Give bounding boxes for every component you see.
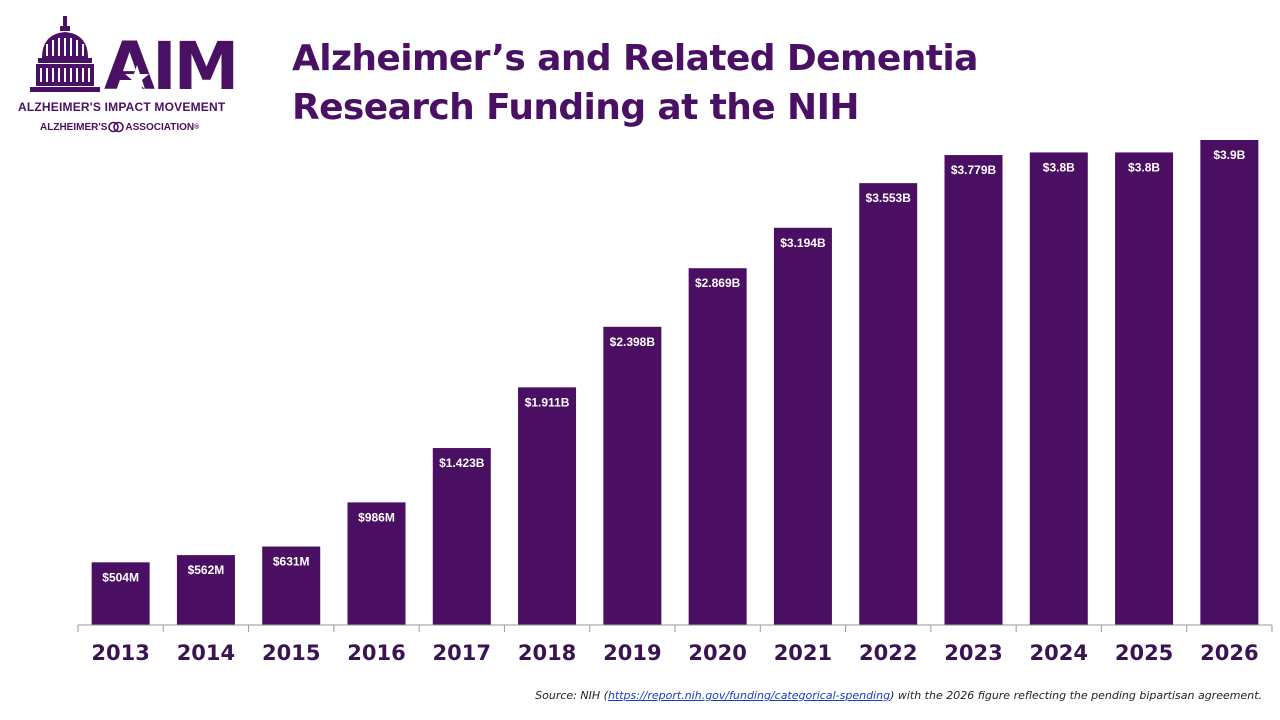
bar-2017 [432,448,491,625]
x-tick-label-2016: 2016 [347,641,405,665]
x-tick-label-2014: 2014 [177,641,235,665]
data-label-2013: $504M [102,570,139,584]
x-tick-label-2019: 2019 [603,641,661,665]
bar-2016 [347,502,406,625]
title-line-2: Research Funding at the NIH [292,87,860,128]
x-tick-label-2020: 2020 [688,641,746,665]
source-prefix: Source: NIH ( [535,689,608,702]
logo-tagline: ALZHEIMER'S IMPACT MOVEMENT [18,100,226,114]
data-label-2015: $631M [273,555,310,569]
source-link[interactable]: https://report.nih.gov/funding/categoric… [607,689,891,702]
capitol-dome-icon [30,16,100,92]
bar-2020 [688,268,747,625]
x-tick-label-2022: 2022 [859,641,917,665]
x-tick-label-2018: 2018 [518,641,576,665]
bar-2015 [262,546,321,625]
data-label-2022: $3.553B [866,191,912,205]
association-right-text: ASSOCIATION [125,121,195,133]
bar-2021 [773,227,832,626]
x-tick-label-2013: 2013 [91,641,149,665]
data-label-2026: $3.9B [1213,148,1245,162]
bar-2024 [1029,152,1088,625]
data-label-2017: $1.423B [439,456,485,470]
x-tick-label-2021: 2021 [774,641,832,665]
bar-2023 [944,155,1003,626]
bar-2018 [518,387,577,625]
data-label-2016: $986M [358,510,395,524]
x-tick-label-2015: 2015 [262,641,320,665]
association-left-text: ALZHEIMER'S [40,121,108,133]
data-label-2020: $2.869B [695,276,741,290]
logo-wordmark: AIM [104,28,239,105]
data-label-2019: $2.398B [610,335,656,349]
bar-2014 [176,555,235,625]
x-tick-label-2024: 2024 [1030,641,1088,665]
bar-2026 [1200,140,1259,625]
source-note: Source: NIH (https://report.nih.gov/fund… [535,689,1262,702]
x-tick-label-2023: 2023 [944,641,1002,665]
bar-2025 [1115,152,1174,625]
bar-2022 [859,183,918,625]
bar-2019 [603,326,662,625]
aim-logo: AIM ALZHEIMER'S IMPACT MOVEMENT ALZHEIME… [18,14,239,138]
data-label-2025: $3.8B [1128,160,1160,174]
page-title: Alzheimer’s and Related Dementia Researc… [292,34,992,132]
x-tick-label-2026: 2026 [1200,641,1258,665]
x-tick-label-2025: 2025 [1115,641,1173,665]
x-tick-label-2017: 2017 [433,641,491,665]
star-icon [125,65,149,89]
registered-mark: ® [194,123,200,131]
data-label-2014: $562M [188,563,225,577]
bar-2013 [91,562,150,625]
data-label-2021: $3.194B [780,236,826,250]
data-label-2024: $3.8B [1043,160,1075,174]
title-line-1: Alzheimer’s and Related Dementia [292,38,978,79]
data-label-2018: $1.911B [525,395,570,409]
data-label-2023: $3.779B [951,163,997,177]
association-logo: ALZHEIMER'S ASSOCIATION ® [40,120,199,134]
association-knot-icon [108,121,125,133]
source-suffix: ) with the 2026 figure reflecting the pe… [890,689,1262,702]
